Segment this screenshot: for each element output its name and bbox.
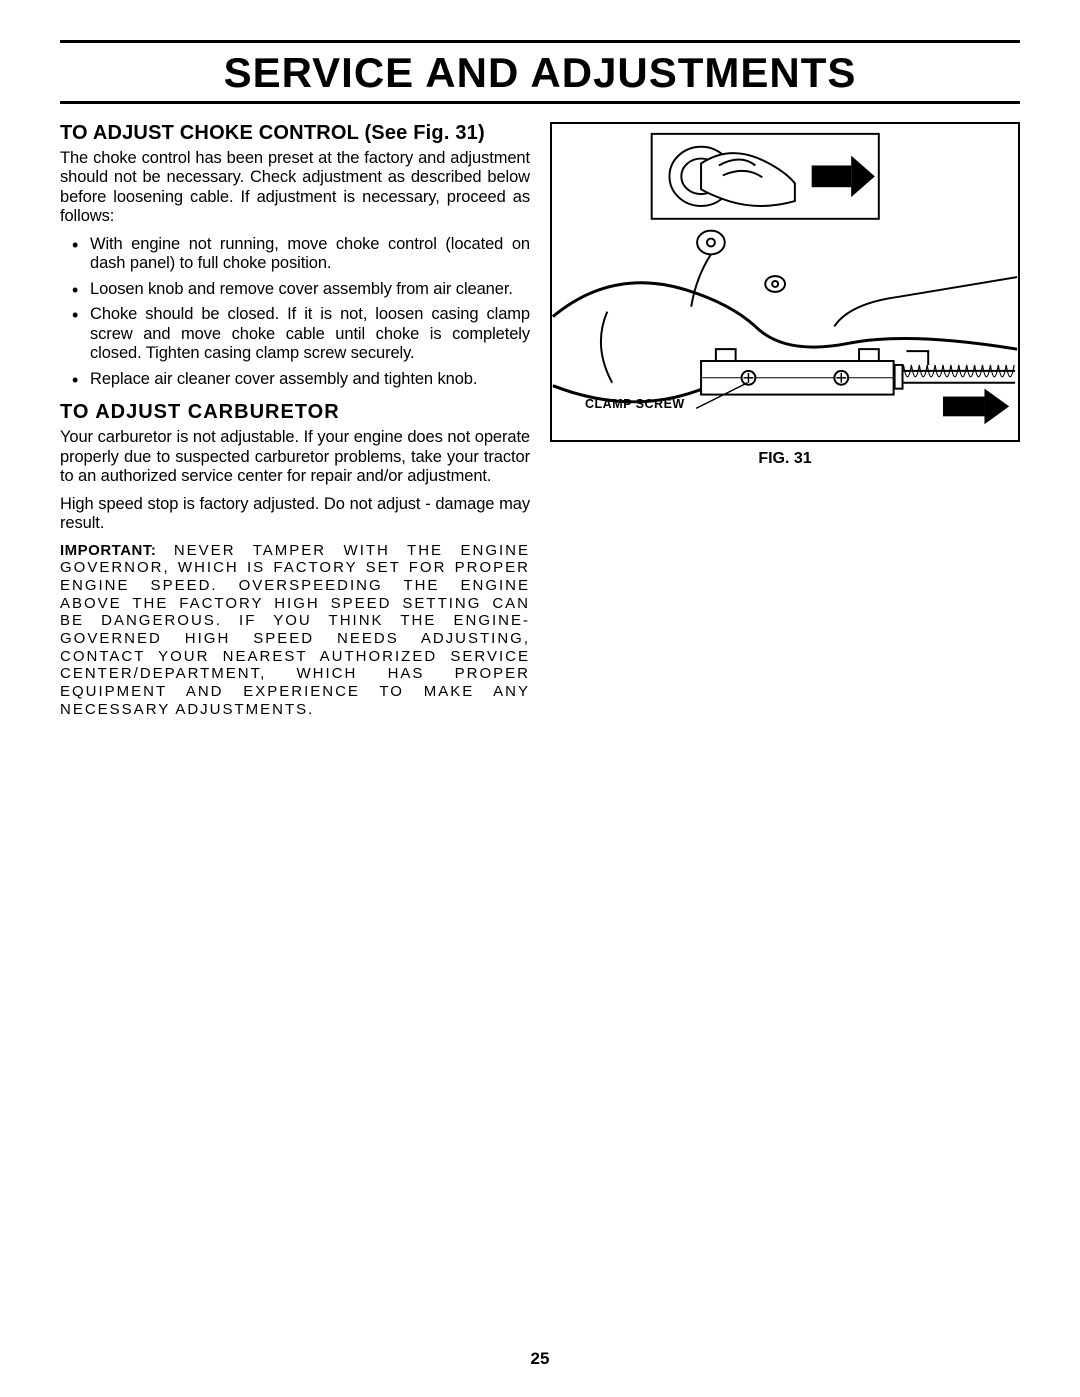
choke-diagram-svg	[552, 124, 1018, 440]
bottom-rule	[60, 101, 1020, 104]
two-column-layout: TO ADJUST CHOKE CONTROL (See Fig. 31) Th…	[60, 122, 1020, 733]
choke-heading: TO ADJUST CHOKE CONTROL (See Fig. 31)	[60, 122, 530, 145]
carb-heading: TO ADJUST CARBURETOR	[60, 401, 530, 424]
important-block: IMPORTANT: NEVER TAMPER WITH THE ENGINE …	[60, 542, 530, 719]
bullet-item: Replace air cleaner cover assembly and t…	[90, 370, 530, 389]
left-column: TO ADJUST CHOKE CONTROL (See Fig. 31) Th…	[60, 122, 530, 733]
choke-bullets: With engine not running, move choke cont…	[60, 235, 530, 389]
carb-para1: Your carburetor is not adjustable. If yo…	[60, 428, 530, 486]
bullet-item: Loosen knob and remove cover assembly fr…	[90, 280, 530, 299]
figure-31: CLAMP SCREW	[550, 122, 1020, 442]
important-text: NEVER TAMPER WITH THE ENGINE GOVERNOR, W…	[60, 542, 530, 718]
top-rule	[60, 40, 1020, 43]
clamp-screw-label: CLAMP SCREW	[585, 397, 685, 411]
carb-para2: High speed stop is factory adjusted. Do …	[60, 495, 530, 534]
page-title: SERVICE AND ADJUSTMENTS	[60, 49, 1020, 97]
page-number: 25	[0, 1349, 1080, 1369]
choke-intro: The choke control has been preset at the…	[60, 149, 530, 227]
right-column: CLAMP SCREW FIG. 31	[550, 122, 1020, 733]
manual-page: SERVICE AND ADJUSTMENTS TO ADJUST CHOKE …	[0, 0, 1080, 1397]
bullet-item: With engine not running, move choke cont…	[90, 235, 530, 274]
important-label: IMPORTANT:	[60, 542, 156, 559]
figure-caption: FIG. 31	[550, 450, 1020, 468]
bullet-item: Choke should be closed. If it is not, lo…	[90, 305, 530, 363]
